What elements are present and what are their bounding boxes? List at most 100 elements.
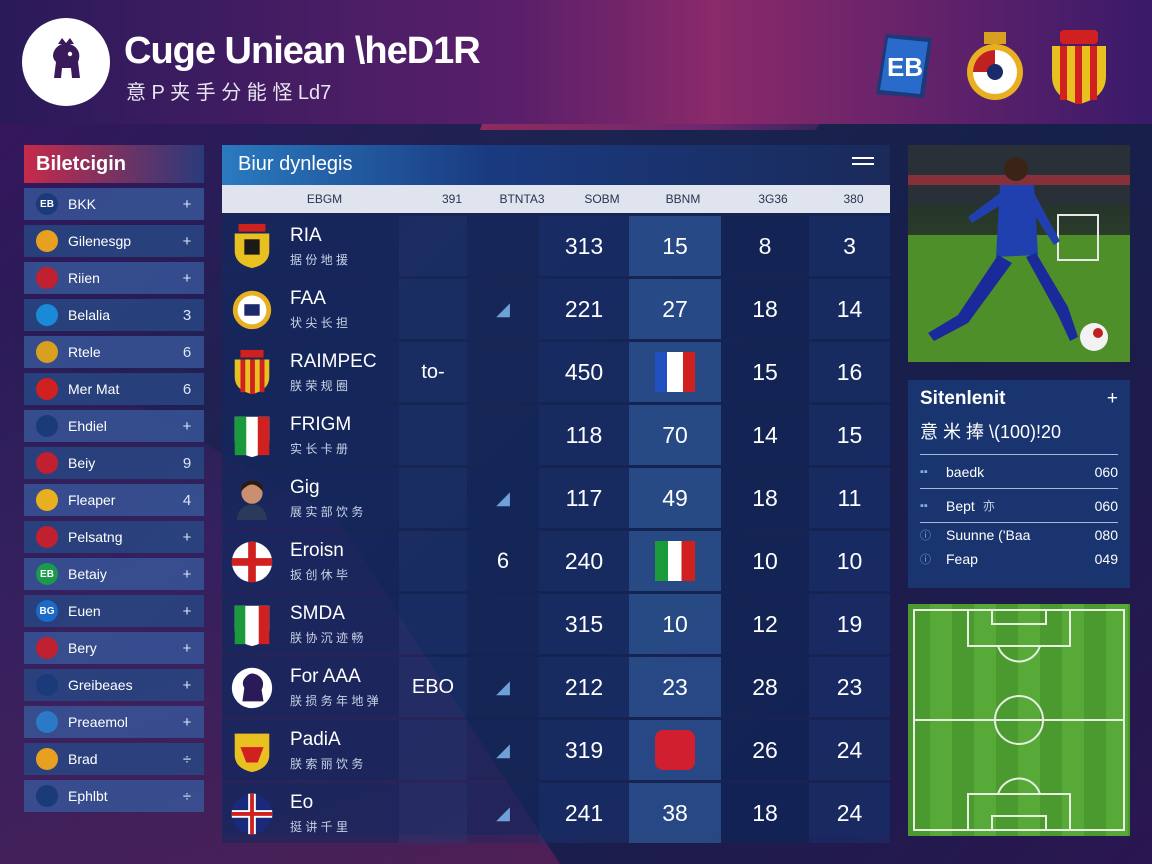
app-title: Cuge Uniean \heD1R [124, 30, 481, 72]
eb-green-badge-icon: EB [36, 563, 58, 585]
table-row[interactable]: FAA 状 尖 长 担 ◢ 221 27 18 14 [222, 279, 890, 339]
player-avatar-icon [230, 474, 274, 522]
stat-cell: 15 [721, 342, 809, 402]
column-header[interactable]: EBGM [306, 192, 343, 206]
sidebar-item-action[interactable]: 9 [182, 454, 192, 472]
stat-row[interactable]: ▪▪ baedk 060 [920, 455, 1118, 489]
sidebar-item[interactable]: Fleaper 4 [24, 484, 204, 516]
stat-cell: 10 [629, 594, 721, 654]
sidebar-item[interactable]: Gilenesgp + [24, 225, 204, 257]
table-row[interactable]: RAIMPEC 朕 荣 规 圈 to- 450 15 16 [222, 342, 890, 402]
eb-badge-icon[interactable]: EB [872, 28, 938, 106]
sidebar-item-action[interactable]: + [182, 417, 192, 435]
sidebar-item[interactable]: Preaemol + [24, 706, 204, 738]
cross-shield-icon [36, 526, 58, 548]
sidebar-item-action[interactable]: ÷ [182, 787, 192, 805]
sidebar-item-action[interactable]: + [182, 676, 192, 694]
sidebar-item-action[interactable]: ÷ [182, 750, 192, 768]
stats-title: Sitenlenit [920, 388, 1006, 409]
cell-b [467, 594, 539, 654]
sidebar-item[interactable]: Mer Mat 6 [24, 373, 204, 405]
sidebar-item[interactable]: EB Betaiy + [24, 558, 204, 590]
stat-cell: 10 [809, 531, 890, 591]
striped-crest-icon [230, 222, 274, 270]
pitch-diagram[interactable] [908, 604, 1130, 836]
striped-crest-icon[interactable] [1046, 28, 1112, 106]
column-header[interactable]: 380 [843, 192, 864, 206]
sidebar-item-action[interactable]: + [182, 195, 192, 213]
table-row[interactable]: Gig 展 实 部 饮 务 ◢ 117 49 18 11 [222, 468, 890, 528]
stat-value: 080 [1094, 527, 1118, 543]
table-row[interactable]: FRIGM 实 长 卡 册 118 70 14 15 [222, 405, 890, 465]
sidebar-item-action[interactable]: 6 [182, 343, 192, 361]
sidebar-item-action[interactable]: + [182, 602, 192, 620]
team-cell: PadiA 朕 索 丽 饮 务 [222, 720, 399, 780]
player-photo[interactable] [908, 145, 1130, 362]
stat-row[interactable]: ⓘ Suunne ('Baa 080 [920, 523, 1118, 547]
cell-b: ◢ [467, 468, 539, 528]
stat-value: 060 [1094, 497, 1118, 514]
eb-badge-icon: EB [36, 193, 58, 215]
sidebar-item-action[interactable]: + [182, 713, 192, 731]
table-row[interactable]: SMDA 朕 协 沉 迹 畅 315 10 12 19 [222, 594, 890, 654]
sidebar-item-action[interactable]: 4 [182, 491, 192, 509]
stat-cell: 14 [721, 405, 809, 465]
sidebar-item[interactable]: EB BKK + [24, 188, 204, 220]
sidebar-item-action[interactable]: + [182, 232, 192, 250]
sidebar-title: Biletcigin [24, 145, 204, 183]
menu-icon[interactable] [852, 157, 874, 171]
table-row[interactable]: For AAA 朕 损 务 年 地 弹 EBO ◢ 212 23 28 23 [222, 657, 890, 717]
stat-cell: 16 [809, 342, 890, 402]
sidebar-item[interactable]: Greibeaes + [24, 669, 204, 701]
sidebar-item[interactable]: Ephlbt ÷ [24, 780, 204, 812]
stat-cell: 117 [539, 468, 629, 528]
bar-chart-icon: ▪▪ [920, 465, 928, 478]
stats-list: ▪▪ baedk 060 ▪▪ Bept 亦 060 ⓘ Suunne ('Baa 080 ⓘ Fea… [920, 455, 1118, 571]
team-subtitle: 挺 讲 千 里 [290, 819, 349, 834]
stat-cell: 24 [809, 783, 890, 843]
sidebar-item[interactable]: Riien + [24, 262, 204, 294]
stat-value: 049 [1094, 551, 1118, 567]
sidebar-item[interactable]: BG Euen + [24, 595, 204, 627]
sidebar-item-label: Betaiy [68, 566, 107, 582]
sidebar-item-action[interactable]: + [182, 639, 192, 657]
table-row[interactable]: Eo 挺 讲 千 里 ◢ 241 38 18 24 [222, 783, 890, 843]
table-row[interactable]: Eroisn 扳 创 休 毕 6 240 10 10 [222, 531, 890, 591]
sidebar-item[interactable]: Beiy 9 [24, 447, 204, 479]
cell-a [399, 594, 467, 654]
sidebar-item[interactable]: Rtele 6 [24, 336, 204, 368]
sidebar-item[interactable]: Brad ÷ [24, 743, 204, 775]
sidebar-item-label: Beiy [68, 455, 96, 471]
crest-icon [36, 489, 58, 511]
table-row[interactable]: RIA 据 份 地 援 313 15 8 3 [222, 216, 890, 276]
team-cell: Eo 挺 讲 千 里 [222, 783, 399, 843]
sidebar-item-label: Bery [68, 640, 97, 656]
column-header[interactable]: BBNM [665, 192, 701, 206]
sidebar-item[interactable]: Ehdiel + [24, 410, 204, 442]
stats-add-button[interactable]: + [1106, 388, 1118, 409]
team-cell: SMDA 朕 协 沉 迹 畅 [222, 594, 399, 654]
sidebar-item-action[interactable]: 3 [182, 306, 192, 324]
cell-a [399, 405, 467, 465]
stat-label: Feap [946, 551, 978, 567]
sidebar-item[interactable]: Bery + [24, 632, 204, 664]
sidebar-item[interactable]: Pelsatng + [24, 521, 204, 553]
team-subtitle: 实 长 卡 册 [290, 441, 349, 456]
sidebar-item-action[interactable]: + [182, 565, 192, 583]
column-header[interactable]: BTNTA3 [499, 192, 545, 206]
sidebar-item-action[interactable]: + [182, 269, 192, 287]
stat-row[interactable]: ⓘ Feap 049 [920, 547, 1118, 571]
team-cell: For AAA 朕 损 务 年 地 弹 [222, 657, 399, 717]
round-crest-icon[interactable] [962, 28, 1028, 106]
stat-row[interactable]: ▪▪ Bept 亦 060 [920, 489, 1118, 523]
cell-a [399, 279, 467, 339]
lion-logo-icon[interactable] [22, 18, 110, 106]
column-header[interactable]: 3G36 [758, 192, 788, 206]
sidebar-item[interactable]: Belalia 3 [24, 299, 204, 331]
sidebar-item-action[interactable]: + [182, 528, 192, 546]
table-row[interactable]: PadiA 朕 索 丽 饮 务 ◢ 319 26 24 [222, 720, 890, 780]
stat-cell: 49 [629, 468, 721, 528]
sidebar-item-action[interactable]: 6 [182, 380, 192, 398]
column-header[interactable]: 391 [441, 192, 463, 206]
column-header[interactable]: SOBM [584, 192, 620, 206]
